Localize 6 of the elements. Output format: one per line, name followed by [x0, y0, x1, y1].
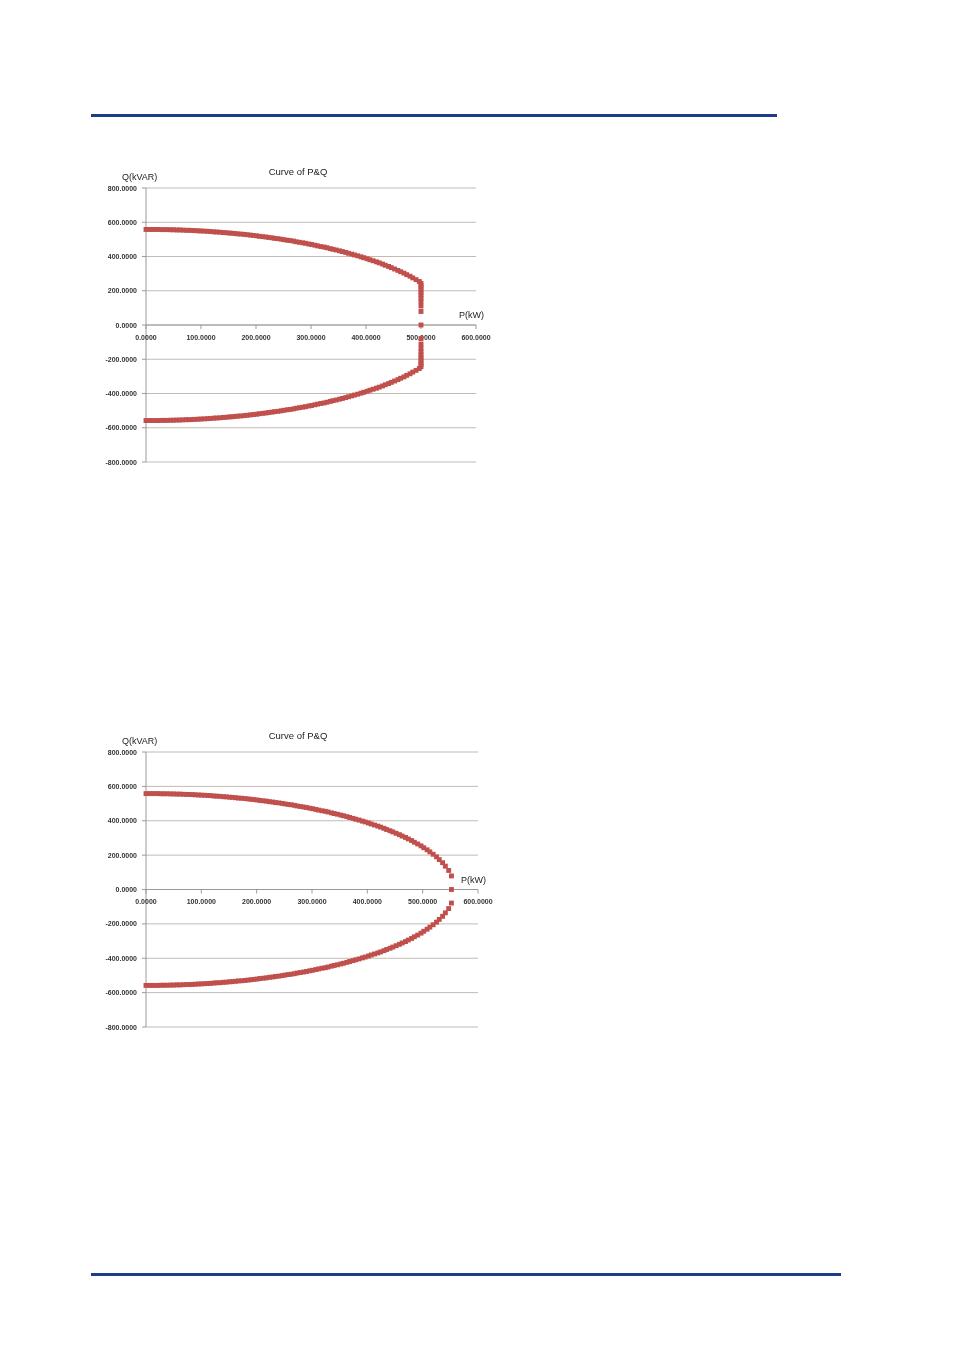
x-axis-title: P(kW): [459, 310, 484, 320]
chart-title: Curve of P&Q: [268, 166, 328, 177]
chart-title: Curve of P&Q: [268, 730, 328, 741]
y-axis-title: Q(kVAR): [122, 172, 158, 182]
x-axis-title: P(kW): [461, 874, 486, 885]
y-axis-title: Q(kVAR): [122, 736, 158, 746]
